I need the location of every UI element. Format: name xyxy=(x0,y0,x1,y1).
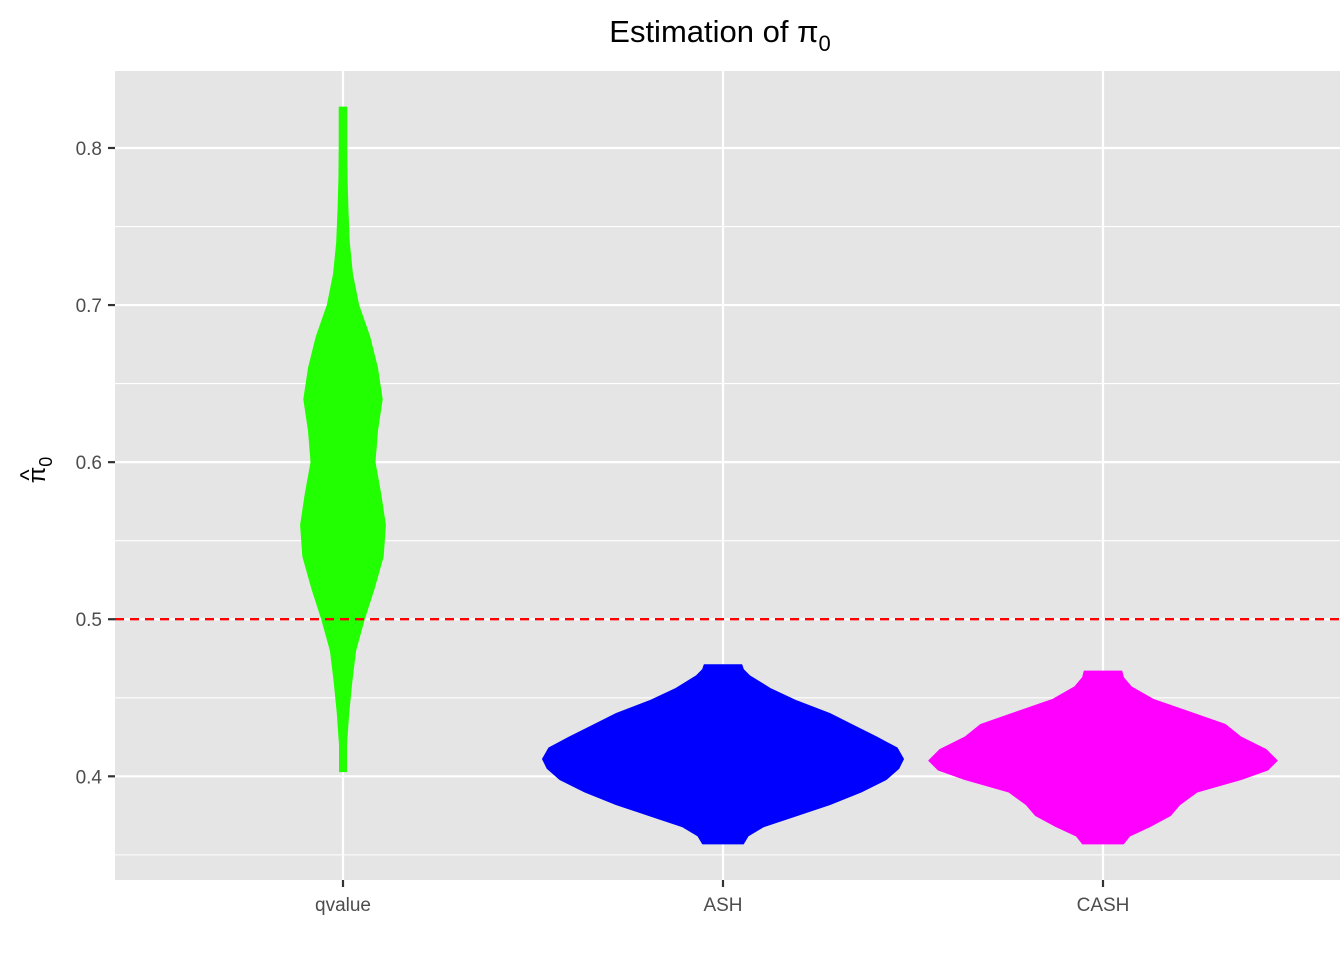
y-axis-title-accent: ^ xyxy=(16,469,43,481)
violins xyxy=(300,106,1278,845)
violin-CASH xyxy=(928,670,1278,845)
svg-text:π0: π0 xyxy=(24,457,56,484)
x-tick-label: ASH xyxy=(703,895,742,916)
x-axis: qvalue ASH CASH xyxy=(315,880,1129,916)
violin-qvalue xyxy=(300,106,386,773)
y-tick-label: 0.4 xyxy=(76,767,103,788)
y-tick-label: 0.6 xyxy=(76,453,102,474)
y-tick-label: 0.8 xyxy=(76,139,102,160)
y-tick-label: 0.7 xyxy=(76,296,102,317)
chart-title: Estimation of π0 xyxy=(609,14,830,56)
y-axis: 0.4 0.5 0.6 0.7 0.8 xyxy=(76,139,115,788)
x-tick-label: CASH xyxy=(1077,895,1130,916)
y-axis-title: π0 ^ xyxy=(16,457,56,484)
y-tick-label: 0.5 xyxy=(76,610,102,631)
violin-ASH xyxy=(542,664,904,845)
x-tick-label: qvalue xyxy=(315,895,371,916)
